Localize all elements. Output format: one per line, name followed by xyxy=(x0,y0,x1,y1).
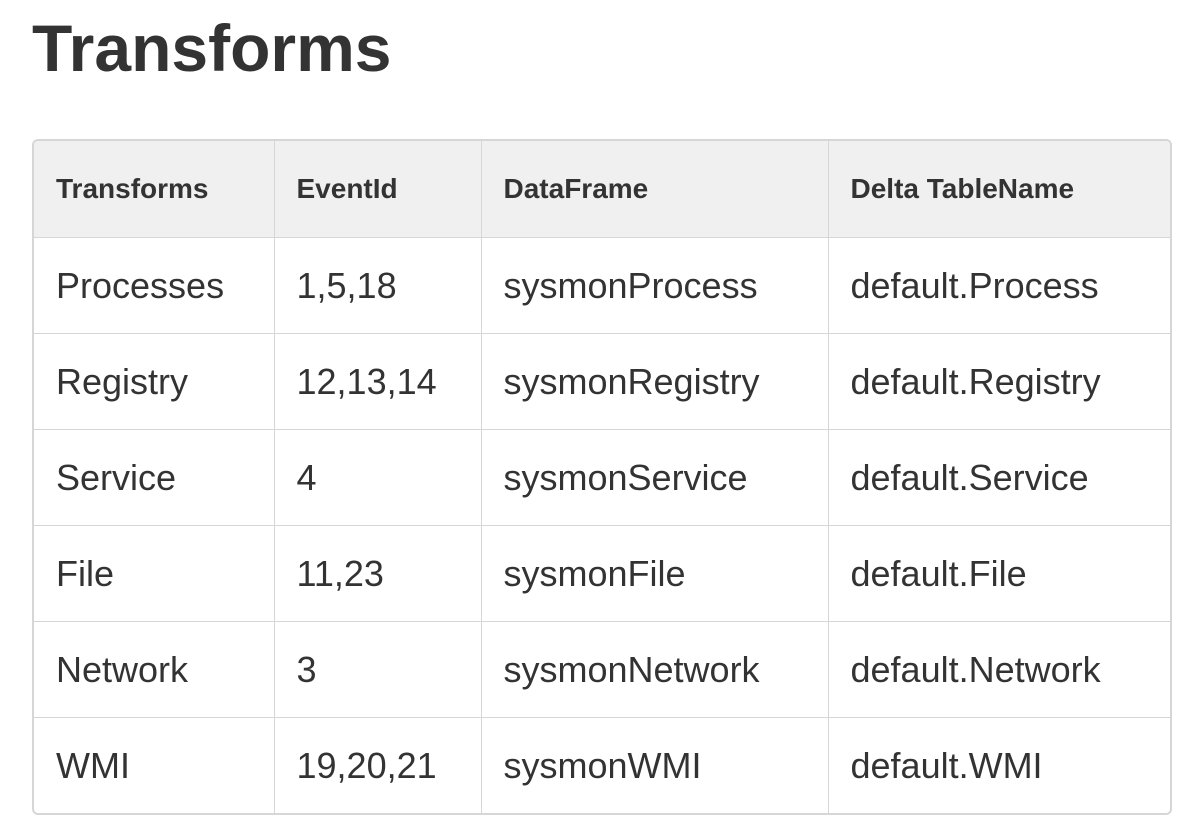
cell-transforms: Processes xyxy=(34,237,275,334)
cell-delta-tablename: default.File xyxy=(827,525,1170,622)
cell-transforms: WMI xyxy=(34,717,275,813)
table-row: Service 4 sysmonService default.Service xyxy=(34,429,1170,526)
table-row: File 11,23 sysmonFile default.File xyxy=(34,525,1170,622)
cell-eventid: 12,13,14 xyxy=(273,333,482,430)
table-row: Network 3 sysmonNetwork default.Network xyxy=(34,621,1170,718)
header-dataframe: DataFrame xyxy=(480,141,829,238)
header-transforms: Transforms xyxy=(34,141,275,238)
cell-dataframe: sysmonWMI xyxy=(480,717,829,813)
cell-eventid: 3 xyxy=(273,621,482,718)
header-delta-tablename: Delta TableName xyxy=(827,141,1170,238)
table-header-row: Transforms EventId DataFrame Delta Table… xyxy=(34,141,1170,238)
cell-eventid: 4 xyxy=(273,429,482,526)
cell-dataframe: sysmonService xyxy=(480,429,829,526)
cell-eventid: 19,20,21 xyxy=(273,717,482,813)
cell-delta-tablename: default.Network xyxy=(827,621,1170,718)
cell-dataframe: sysmonRegistry xyxy=(480,333,829,430)
cell-delta-tablename: default.Process xyxy=(827,237,1170,334)
transforms-table: Transforms EventId DataFrame Delta Table… xyxy=(32,139,1172,815)
table-row: Registry 12,13,14 sysmonRegistry default.Re… xyxy=(34,333,1170,430)
cell-delta-tablename: default.WMI xyxy=(827,717,1170,813)
cell-transforms: Service xyxy=(34,429,275,526)
cell-dataframe: sysmonNetwork xyxy=(480,621,829,718)
cell-transforms: Registry xyxy=(34,333,275,430)
table-row: WMI 19,20,21 sysmonWMI default.WMI xyxy=(34,717,1170,813)
header-eventid: EventId xyxy=(273,141,482,238)
table-row: Processes 1,5,18 sysmonProcess default.Proc… xyxy=(34,237,1170,334)
cell-transforms: Network xyxy=(34,621,275,718)
page-title: Transforms xyxy=(32,11,392,85)
cell-eventid: 1,5,18 xyxy=(273,237,482,334)
cell-transforms: File xyxy=(34,525,275,622)
cell-eventid: 11,23 xyxy=(273,525,482,622)
cell-delta-tablename: default.Service xyxy=(827,429,1170,526)
cell-delta-tablename: default.Registry xyxy=(827,333,1170,430)
cell-dataframe: sysmonFile xyxy=(480,525,829,622)
cell-dataframe: sysmonProcess xyxy=(480,237,829,334)
